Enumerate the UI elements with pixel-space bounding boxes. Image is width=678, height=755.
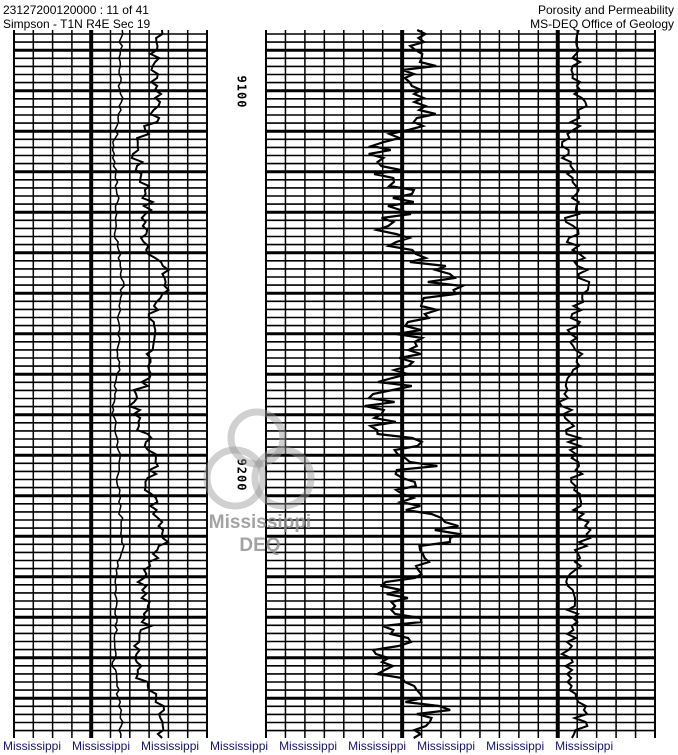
footer-text: Mississippi xyxy=(555,739,614,753)
footer-text: Mississippi xyxy=(72,739,131,753)
log-curve xyxy=(127,29,171,739)
footer-text: Mississippi xyxy=(141,739,200,753)
log-curve xyxy=(364,29,467,739)
log-curve xyxy=(557,29,592,739)
footer-text: Mississippi xyxy=(210,739,269,753)
well-location: Simpson - T1N R4E Sec 19 xyxy=(3,17,151,31)
log-source: MS-DEQ Office of Geology xyxy=(530,17,674,31)
depth-label-9100: 9100 xyxy=(234,75,249,109)
footer-text: Mississippi xyxy=(486,739,545,753)
footer-text: Mississippi xyxy=(417,739,476,753)
footer-text: Mississippi xyxy=(3,739,62,753)
log-type: Porosity and Permeability xyxy=(537,3,674,17)
well-id-page: 23127200120000 : 11 of 41 xyxy=(3,3,149,17)
footer-text: Mississippi xyxy=(348,739,407,753)
footer-text: Mississippi xyxy=(279,739,338,753)
log-grid xyxy=(13,30,656,738)
footer-watermark-strip: Mississippi Mississippi Mississippi Mississ… xyxy=(3,739,613,753)
log-curves xyxy=(111,29,592,739)
log-curve xyxy=(111,29,125,739)
depth-label-9200: 9200 xyxy=(234,458,249,492)
